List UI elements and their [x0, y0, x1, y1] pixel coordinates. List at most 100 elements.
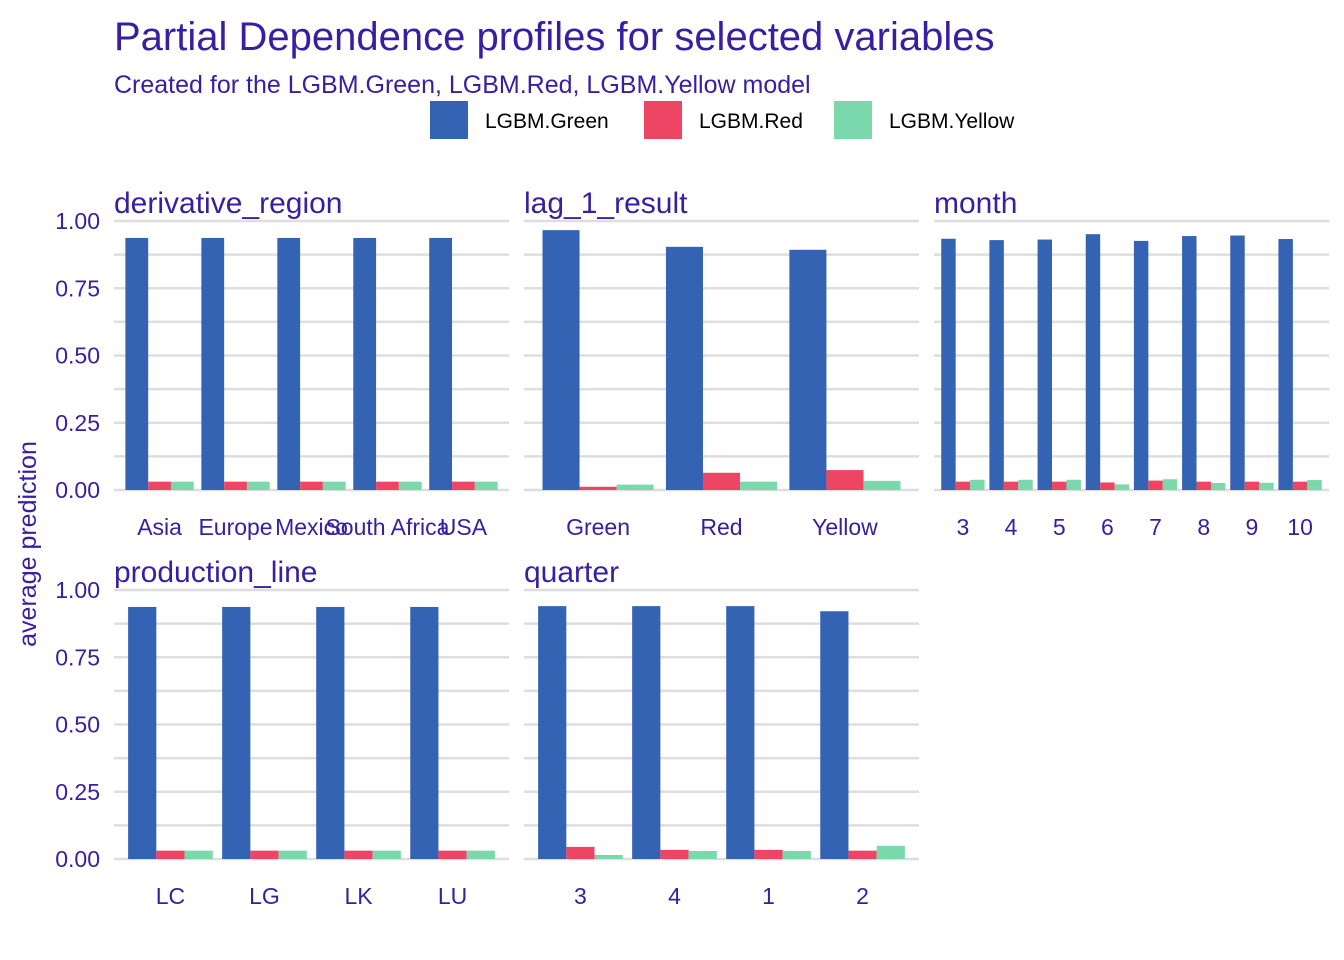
x-tick-label: Europe — [198, 514, 272, 540]
x-tick-label: 8 — [1197, 514, 1210, 540]
legend-label: LGBM.Red — [699, 110, 803, 133]
chart-title: Partial Dependence profiles for selected… — [114, 15, 995, 59]
bar-red — [1148, 480, 1163, 490]
x-tick-label: Mexico — [275, 514, 348, 540]
x-tick-label: 3 — [957, 514, 970, 540]
legend-label: LGBM.Yellow — [889, 110, 1015, 133]
bar-red — [156, 850, 185, 859]
bar-green — [429, 237, 453, 490]
x-tick-label: Asia — [137, 514, 182, 540]
bar-yellow — [594, 854, 623, 859]
bar-yellow — [278, 850, 307, 859]
facet-panel: derivative_region 0.00 0.25 0.50 0.75 1.00 Asi… — [55, 187, 509, 540]
bar-red — [1100, 482, 1115, 490]
y-tick-label: 0.50 — [55, 343, 100, 369]
x-tick-label: LK — [344, 883, 373, 909]
bar-green — [125, 237, 149, 490]
y-tick-label: 0.25 — [55, 779, 100, 805]
legend-swatch — [430, 101, 468, 139]
bar-yellow — [970, 479, 985, 490]
bar-green — [1133, 240, 1149, 490]
bar-red — [452, 481, 475, 490]
bar-yellow — [876, 845, 905, 859]
y-tick-label: 0.00 — [55, 477, 100, 503]
bar-green — [632, 606, 661, 859]
legend-swatch — [834, 101, 872, 139]
bar-green — [222, 606, 251, 859]
bar-red — [848, 850, 877, 859]
bar-yellow — [740, 481, 778, 490]
x-tick-label: 6 — [1101, 514, 1114, 540]
bar-red — [955, 481, 971, 490]
bar-red — [1244, 481, 1260, 490]
bar-green — [989, 240, 1004, 490]
bar-yellow — [1259, 482, 1274, 490]
bar-red — [660, 849, 689, 859]
bar-yellow — [246, 481, 270, 490]
bar-red — [754, 849, 783, 859]
bar-yellow — [474, 481, 498, 490]
bar-green — [353, 237, 377, 490]
x-tick-label: LC — [156, 883, 185, 909]
bar-green — [665, 246, 703, 490]
bar-yellow — [398, 481, 422, 490]
facet-strip-label: month — [934, 187, 1017, 220]
bar-yellow — [863, 480, 901, 490]
bar-red — [1052, 481, 1067, 490]
legend-swatch — [644, 101, 682, 139]
bar-yellow — [782, 850, 811, 859]
bar-red — [702, 472, 741, 490]
legend: LGBM.Green LGBM.Red LGBM.Yellow — [430, 101, 1015, 139]
x-tick-label: 4 — [1005, 514, 1018, 540]
facet-strip-label: production_line — [114, 556, 317, 589]
bar-green — [128, 606, 157, 859]
bar-yellow — [1210, 483, 1226, 490]
y-tick-label: 0.00 — [55, 846, 100, 872]
x-tick-label: LG — [249, 883, 280, 909]
bar-yellow — [1162, 479, 1178, 490]
bar-green — [1230, 235, 1245, 490]
facet-strip-label: lag_1_result — [524, 187, 688, 220]
bar-red — [376, 481, 399, 490]
legend-label: LGBM.Green — [485, 110, 609, 133]
bar-red — [224, 481, 247, 490]
facet-panel: lag_1_result Green Red Yellow — [524, 187, 919, 540]
bar-red — [438, 850, 467, 859]
bar-green — [542, 230, 580, 490]
bar-yellow — [184, 850, 213, 859]
bar-green — [1182, 236, 1197, 490]
x-tick-label: 2 — [856, 883, 869, 909]
bar-yellow — [372, 850, 401, 859]
x-tick-label: Yellow — [812, 514, 878, 540]
bar-red — [566, 846, 595, 859]
bar-green — [789, 249, 827, 490]
facet-panel: quarter 3 4 1 2 — [524, 556, 919, 909]
bar-yellow — [1066, 479, 1081, 490]
x-tick-label: 5 — [1053, 514, 1066, 540]
x-tick-label: 1 — [762, 883, 775, 909]
facet-strip-label: quarter — [524, 556, 619, 589]
bar-yellow — [1018, 479, 1033, 490]
bar-red — [1196, 481, 1211, 490]
bar-green — [201, 237, 225, 490]
y-axis-label: average prediction — [14, 441, 42, 647]
bar-red — [826, 470, 864, 490]
x-tick-label: 7 — [1149, 514, 1162, 540]
x-tick-label: LU — [438, 883, 467, 909]
facet-panel: production_line 0.00 0.25 0.50 0.75 1.00 LC LG L… — [55, 556, 509, 909]
y-tick-label: 1.00 — [55, 577, 100, 603]
bar-yellow — [170, 481, 194, 490]
bar-yellow — [1307, 480, 1322, 490]
x-tick-label: USA — [440, 514, 488, 540]
bar-green — [726, 606, 755, 859]
bar-green — [941, 238, 956, 490]
bar-yellow — [322, 481, 346, 490]
x-tick-label: South Africa — [325, 514, 449, 540]
bar-red — [1003, 481, 1019, 490]
bar-green — [1085, 234, 1101, 490]
x-tick-label: 9 — [1246, 514, 1259, 540]
bar-green — [820, 611, 849, 859]
bar-red — [300, 481, 323, 490]
chart-subtitle: Created for the LGBM.Green, LGBM.Red, LG… — [114, 71, 811, 99]
